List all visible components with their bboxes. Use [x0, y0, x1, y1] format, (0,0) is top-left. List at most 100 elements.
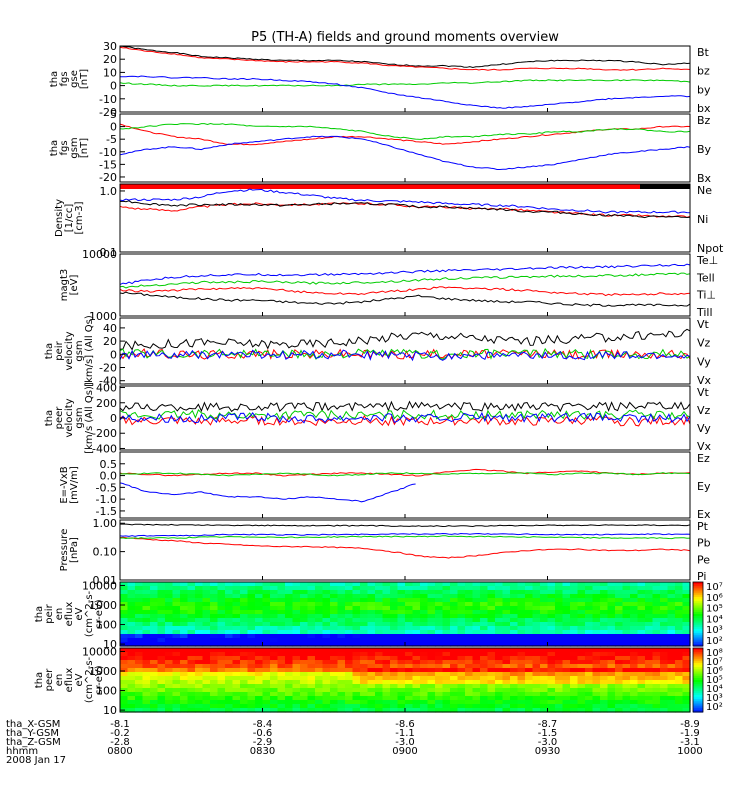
spectrogram-cell: [457, 630, 466, 635]
y-tick-label: 10000: [82, 645, 117, 658]
spectrogram-cell: [532, 676, 541, 681]
spectrogram-cell: [210, 684, 219, 689]
spectrogram-cell: [465, 660, 474, 665]
spectrogram-cell: [180, 676, 189, 681]
spectrogram-cell: [577, 614, 586, 619]
spectrogram-cell: [592, 704, 601, 709]
spectrogram-cell: [210, 602, 219, 607]
spectrogram-cell: [225, 680, 234, 685]
spectrogram-cell: [240, 688, 249, 693]
spectrogram-cell: [397, 634, 406, 639]
y-tick-label: 0: [110, 121, 117, 134]
spectrogram-cell: [285, 586, 294, 591]
spectrogram-cell: [607, 594, 616, 599]
spectrogram-cell: [405, 582, 414, 587]
colorbar-segment: [693, 707, 703, 711]
spectrogram-cell: [442, 606, 451, 611]
spectrogram-cell: [270, 630, 279, 635]
spectrogram-cell: [450, 610, 459, 615]
spectrogram-cell: [330, 676, 339, 681]
spectrogram-cell: [127, 602, 136, 607]
spectrogram-cell: [127, 598, 136, 603]
spectrogram-cell: [397, 642, 406, 647]
spectrogram-cell: [517, 594, 526, 599]
spectrogram-cell: [150, 586, 159, 591]
spectrogram-cell: [195, 704, 204, 709]
spectrogram-cell: [682, 676, 691, 681]
spectrogram-cell: [510, 708, 519, 713]
spectrogram-cell: [450, 606, 459, 611]
spectrogram-cell: [622, 590, 631, 595]
spectrogram-cell: [457, 582, 466, 587]
spectrogram-cell: [330, 672, 339, 677]
colorbar-segment: [693, 588, 703, 592]
spectrogram-cell: [465, 680, 474, 685]
spectrogram-cell: [622, 700, 631, 705]
spectrogram-cell: [645, 594, 654, 599]
spectrogram-cell: [420, 696, 429, 701]
spectrogram-cell: [510, 622, 519, 627]
spectrogram-cell: [195, 630, 204, 635]
spectrogram-cell: [607, 622, 616, 627]
spectrogram-cell: [637, 708, 646, 713]
spectrogram-cell: [195, 582, 204, 587]
spectrogram-cell: [517, 598, 526, 603]
spectrogram-cell: [367, 664, 376, 669]
spectrogram-cell: [570, 602, 579, 607]
spectrogram-cell: [540, 652, 549, 657]
spectrogram-cell: [142, 590, 151, 595]
spectrogram-cell: [277, 642, 286, 647]
spectrogram-cell: [450, 704, 459, 709]
spectrogram-cell: [472, 614, 481, 619]
spectrogram-cell: [465, 594, 474, 599]
spectrogram-cell: [270, 684, 279, 689]
spectrogram-cell: [667, 652, 676, 657]
spectrogram-cell: [375, 680, 384, 685]
spectrogram-cell: [322, 610, 331, 615]
spectrogram-cell: [375, 602, 384, 607]
spectrogram-cell: [427, 622, 436, 627]
spectrogram-cell: [277, 664, 286, 669]
spectrogram-cell: [480, 696, 489, 701]
spectrogram-cell: [675, 598, 684, 603]
spectrogram-cell: [495, 664, 504, 669]
spectrogram-cell: [127, 668, 136, 673]
spectrogram-cell: [360, 642, 369, 647]
spectrogram-cell: [555, 656, 564, 661]
spectrogram-cell: [157, 676, 166, 681]
spectrogram-cell: [375, 648, 384, 653]
spectrogram-cell: [270, 610, 279, 615]
spectrogram-cell: [487, 684, 496, 689]
spectrogram-cell: [547, 680, 556, 685]
spectrogram-cell: [322, 626, 331, 631]
spectrogram-cell: [420, 638, 429, 643]
spectrogram-cell: [442, 634, 451, 639]
spectrogram-cell: [262, 614, 271, 619]
spectrogram-cell: [390, 656, 399, 661]
spectrogram-cell: [225, 606, 234, 611]
spectrogram-cell: [367, 618, 376, 623]
spectrogram-cell: [412, 638, 421, 643]
spectrogram-cell: [675, 638, 684, 643]
spectrogram-cell: [450, 656, 459, 661]
spectrogram-cell: [127, 634, 136, 639]
spectrogram-cell: [525, 648, 534, 653]
spectrogram-cell: [682, 606, 691, 611]
spectrogram-cell: [322, 630, 331, 635]
spectrogram-cell: [615, 638, 624, 643]
series-line-bx: [119, 135, 691, 170]
spectrogram-cell: [442, 582, 451, 587]
spectrogram-cell: [352, 672, 361, 677]
spectrogram-cell: [382, 630, 391, 635]
spectrogram-cell: [540, 668, 549, 673]
spectrogram-cell: [330, 594, 339, 599]
y-tick-label: 20: [103, 335, 117, 348]
spectrogram-cell: [555, 664, 564, 669]
spectrogram-cell: [585, 594, 594, 599]
spectrogram-cell: [240, 622, 249, 627]
spectrogram-cell: [427, 594, 436, 599]
series-line-vx: [119, 349, 691, 362]
spectrogram-cell: [367, 700, 376, 705]
spectrogram-cell: [127, 590, 136, 595]
spectrogram-cell: [270, 664, 279, 669]
